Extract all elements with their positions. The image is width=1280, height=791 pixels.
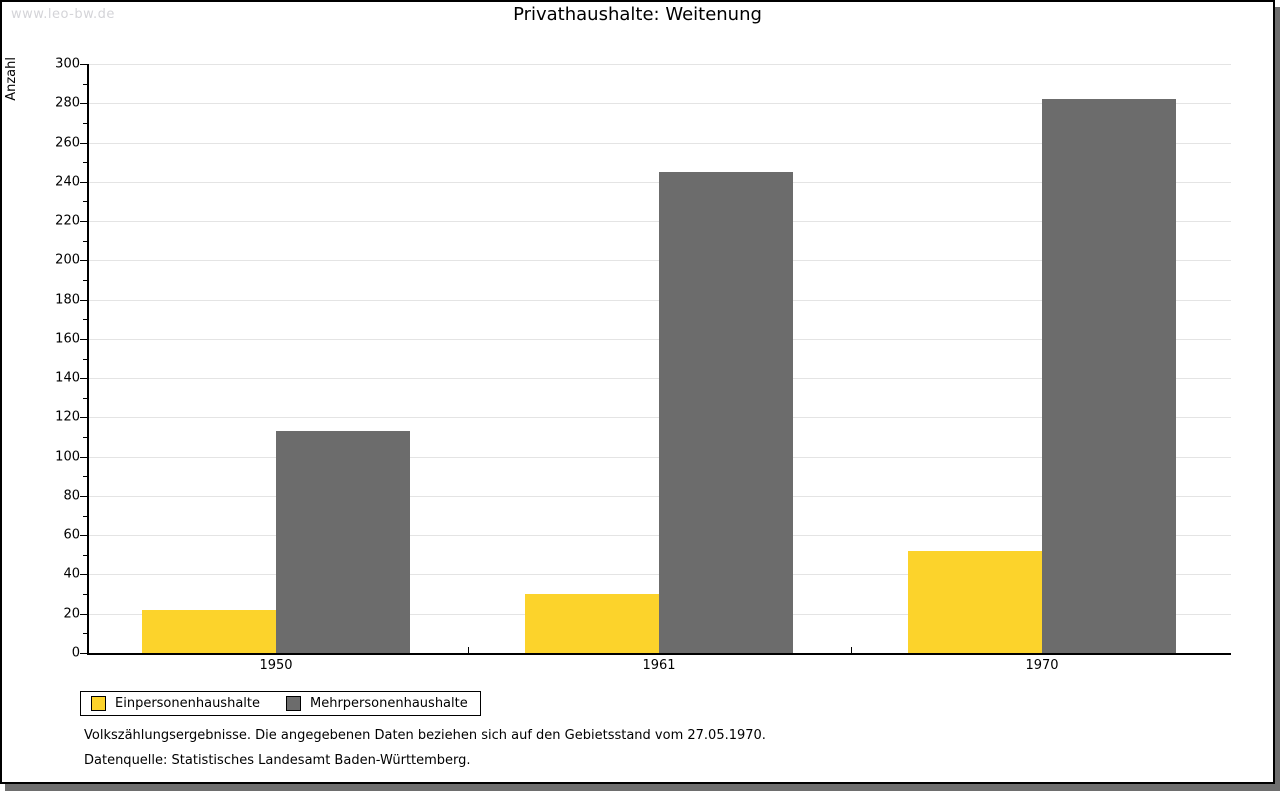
y-major-tick <box>80 653 87 654</box>
bar-1970-mehrpersonen <box>1042 99 1176 653</box>
y-gridline <box>89 103 1231 105</box>
y-tick-label: 40 <box>63 566 80 582</box>
y-major-tick <box>80 378 87 380</box>
y-major-tick <box>80 260 87 262</box>
x-tick-label: 1961 <box>642 658 676 673</box>
y-tick-label: 200 <box>55 252 80 268</box>
y-major-tick <box>80 103 87 105</box>
y-minor-tick <box>83 201 87 203</box>
y-major-tick <box>80 338 87 340</box>
y-major-tick <box>80 495 87 497</box>
y-major-tick <box>80 417 87 419</box>
watermark-text: www.leo-bw.de <box>11 7 115 22</box>
y-major-tick <box>80 456 87 458</box>
y-minor-tick <box>83 319 87 321</box>
x-boundary-tick <box>850 647 852 653</box>
plot-area: 0 20 40 60 80 100 120 140 160 180 200 220 240 260 280 3… <box>55 57 1231 673</box>
y-tick-label: 100 <box>55 449 80 465</box>
y-tick-label: 240 <box>55 174 80 190</box>
y-minor-tick <box>83 83 87 85</box>
y-minor-tick <box>83 554 87 556</box>
y-tick-label: 20 <box>63 606 80 622</box>
y-major-tick <box>80 299 87 301</box>
y-tick-label: 180 <box>55 292 80 308</box>
y-minor-tick <box>83 397 87 399</box>
y-major-tick <box>80 221 87 223</box>
legend-entry: Einpersonenhaushalte <box>91 696 260 711</box>
y-minor-tick <box>83 633 87 635</box>
y-major-tick <box>80 535 87 537</box>
y-minor-tick <box>83 122 87 124</box>
footer-source: Datenquelle: Statistisches Landesamt Bad… <box>84 753 471 768</box>
bar-1961-einpersonen <box>525 594 659 653</box>
y-minor-tick <box>83 594 87 596</box>
y-minor-tick <box>83 476 87 478</box>
y-tick-label: 60 <box>63 527 80 543</box>
bar-1970-einpersonen <box>908 550 1042 653</box>
footer-note: Volkszählungsergebnisse. Die angegebenen… <box>84 728 766 743</box>
y-minor-tick <box>83 240 87 242</box>
bar-1961-mehrpersonen <box>659 172 793 653</box>
y-axis-title: Anzahl <box>4 57 19 101</box>
x-tick-label: 1970 <box>1025 658 1059 673</box>
y-minor-tick <box>83 358 87 360</box>
y-tick-label: 280 <box>55 95 80 111</box>
legend-box: Einpersonenhaushalte Mehrpersonenhaushalt… <box>80 691 481 716</box>
y-tick-label: 220 <box>55 213 80 229</box>
y-minor-tick <box>83 162 87 164</box>
y-major-tick <box>80 613 87 615</box>
x-tick-label: 1950 <box>259 658 293 673</box>
y-major-tick <box>80 64 87 65</box>
y-tick-label: 80 <box>63 488 80 504</box>
y-gridline <box>89 142 1231 144</box>
y-tick-label: 120 <box>55 409 80 425</box>
y-tick-label: 160 <box>55 331 80 347</box>
y-minor-tick <box>83 515 87 517</box>
y-major-tick <box>80 181 87 183</box>
y-tick-label: 300 <box>55 56 80 72</box>
x-boundary-tick <box>467 647 469 653</box>
legend-label: Einpersonenhaushalte <box>115 696 260 711</box>
chart-title: Privathaushalte: Weitenung <box>513 4 762 25</box>
y-tick-label: 260 <box>55 135 80 151</box>
y-tick-label: 140 <box>55 370 80 386</box>
legend-swatch-icon <box>91 696 106 711</box>
y-minor-tick <box>83 437 87 439</box>
y-gridline <box>89 64 1231 65</box>
y-minor-tick <box>83 279 87 281</box>
legend-swatch-icon <box>286 696 301 711</box>
bar-1950-mehrpersonen <box>276 431 410 653</box>
y-major-tick <box>80 574 87 576</box>
y-major-tick <box>80 142 87 144</box>
bar-1950-einpersonen <box>142 609 276 653</box>
legend-entry: Mehrpersonenhaushalte <box>286 696 468 711</box>
y-tick-label: 0 <box>71 645 80 661</box>
legend-label: Mehrpersonenhaushalte <box>310 696 468 711</box>
